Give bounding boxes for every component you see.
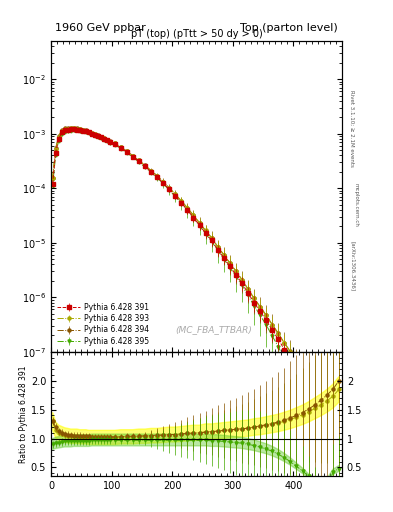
Polygon shape — [53, 376, 339, 444]
Text: (MC_FBA_TTBAR): (MC_FBA_TTBAR) — [176, 326, 252, 334]
Text: Rivet 3.1.10; ≥ 2.1M events: Rivet 3.1.10; ≥ 2.1M events — [349, 90, 354, 166]
Text: mcplots.cern.ch: mcplots.cern.ch — [353, 183, 358, 227]
Text: 1960 GeV ppbar: 1960 GeV ppbar — [55, 23, 146, 33]
Title: pT (top) (pTtt > 50 dy > 0): pT (top) (pTtt > 50 dy > 0) — [130, 29, 263, 39]
Polygon shape — [53, 434, 339, 479]
Y-axis label: Ratio to Pythia 6.428 391: Ratio to Pythia 6.428 391 — [19, 365, 28, 463]
Legend: Pythia 6.428 391, Pythia 6.428 393, Pythia 6.428 394, Pythia 6.428 395: Pythia 6.428 391, Pythia 6.428 393, Pyth… — [55, 301, 151, 348]
Text: Top (parton level): Top (parton level) — [240, 23, 338, 33]
Text: [arXiv:1306.3436]: [arXiv:1306.3436] — [351, 241, 355, 291]
